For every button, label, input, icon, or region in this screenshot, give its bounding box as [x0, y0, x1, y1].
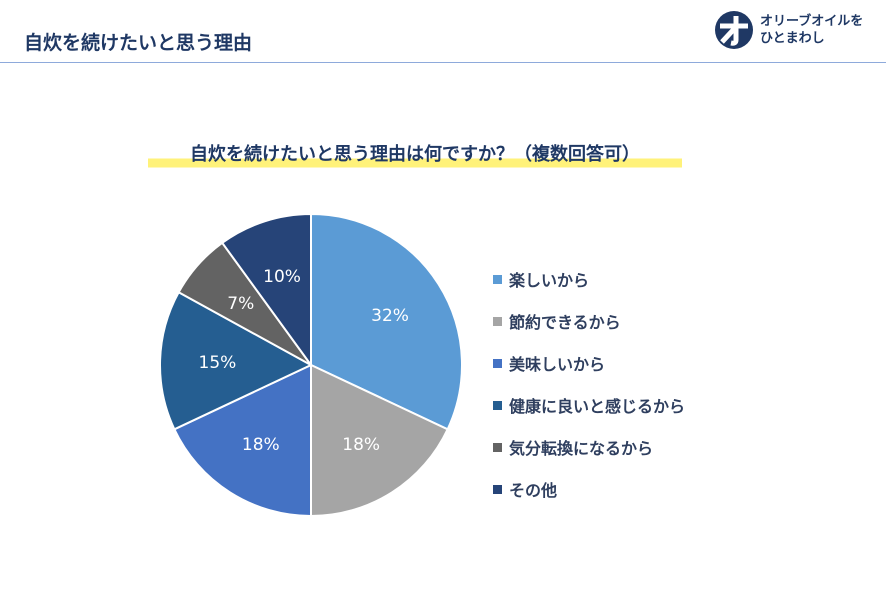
pie-slice [159, 290, 314, 431]
legend-swatch [493, 400, 502, 410]
pie-slice [310, 363, 449, 518]
olive-logo-icon [715, 11, 753, 49]
legend-item: 節約できるから [493, 300, 685, 342]
pie-slice [310, 212, 463, 431]
legend-item: 楽しいから [493, 258, 685, 300]
legend-swatch [493, 316, 502, 326]
legend-label: 気分転換になるから [509, 439, 654, 458]
pie-slice [220, 212, 312, 369]
brand-logo: オリーブオイルを ひとまわし [714, 10, 863, 50]
data-label: 18% [342, 435, 380, 455]
legend-swatch [493, 274, 502, 284]
logo-text-1: オリーブオイルを [760, 14, 864, 29]
data-label: 15% [199, 353, 237, 373]
data-label: 7% [227, 294, 254, 314]
legend-item: 気分転換になるから [493, 426, 685, 468]
legend-label: その他 [509, 481, 558, 500]
data-label: 18% [242, 435, 280, 455]
legend-label: 美味しいから [509, 355, 606, 374]
pie-slice [173, 363, 312, 518]
legend-label: 楽しいから [509, 271, 590, 290]
header-divider [0, 62, 886, 63]
logo-text-2: ひとまわし [760, 31, 825, 46]
data-label: 10% [263, 267, 301, 287]
legend-item: 健康に良いと感じるから [493, 384, 685, 426]
legend-label: 節約できるから [509, 313, 621, 332]
page-title: 自炊を続けたいと思う理由 [24, 32, 253, 54]
legend-swatch [493, 358, 502, 368]
legend-swatch [493, 484, 502, 494]
legend: 楽しいから節約できるから 美味しいから健康に良いと感じるから 気分転換になるから その… [493, 258, 685, 510]
legend-item: 美味しいから [493, 342, 685, 384]
chart-title: 自炊を続けたいと思う理由は何ですか？（複数回答可） [148, 140, 682, 170]
data-label: 32% [371, 306, 409, 326]
legend-label: 健康に良いと感じるから [509, 397, 686, 416]
legend-swatch [493, 442, 502, 452]
legend-item: その他 [493, 468, 685, 510]
